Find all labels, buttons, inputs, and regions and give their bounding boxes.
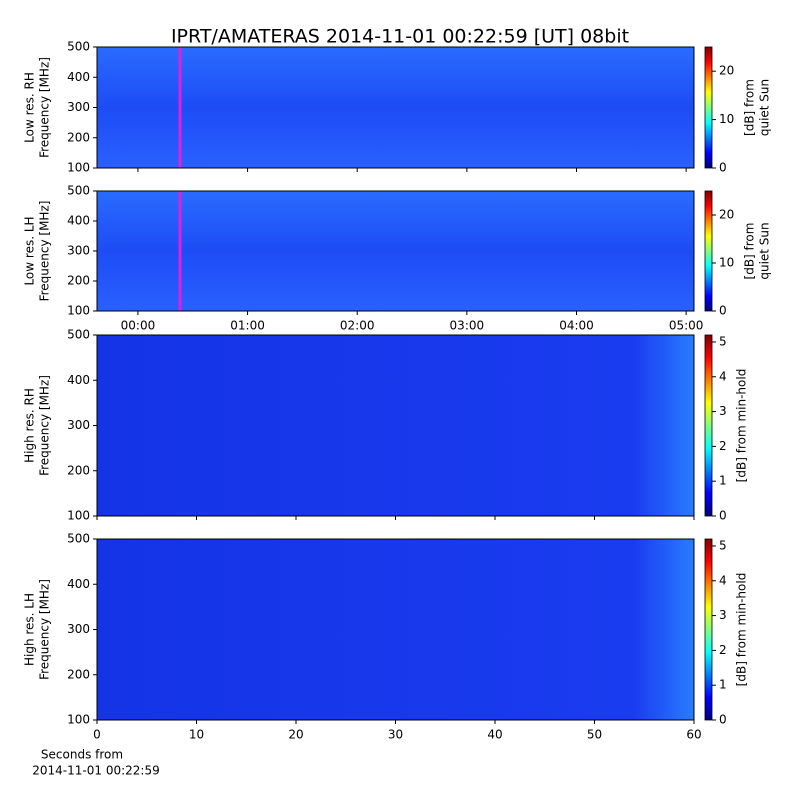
y-tick-label: 200 (67, 274, 90, 288)
colorbar-tick-label: 0 (719, 713, 727, 727)
y-tick-label: 300 (67, 622, 90, 636)
colorbar-tick-label: 3 (719, 608, 727, 622)
colorbar (704, 46, 713, 169)
spectrogram-image (97, 191, 694, 311)
x-axis-label: 2014-11-01 00:22:59 (32, 764, 159, 778)
x-tick-label: 20 (288, 728, 303, 742)
colorbar-tick-label: 2 (719, 439, 727, 453)
y-axis-label: High res. RH (23, 388, 37, 463)
y-axis-label: Frequency [MHz] (38, 201, 52, 302)
y-axis-label: Low res. LH (23, 216, 37, 285)
x-tick-label: 02:00 (340, 319, 375, 333)
figure-title: IPRT/AMATERAS 2014-11-01 00:22:59 [UT] 0… (171, 26, 629, 48)
y-tick-label: 400 (67, 577, 90, 591)
colorbar-tick-label: 0 (719, 304, 727, 318)
y-tick-label: 100 (67, 161, 90, 175)
y-tick-label: 500 (67, 532, 90, 546)
x-tick-label: 60 (686, 728, 701, 742)
y-tick-label: 500 (67, 184, 90, 198)
colorbar-label: [dB] from min-hold (735, 573, 749, 687)
y-axis-label: Frequency [MHz] (38, 375, 52, 476)
colorbar (704, 190, 713, 312)
colorbar-tick-label: 1 (719, 678, 727, 692)
y-tick-label: 100 (67, 713, 90, 727)
y-tick-label: 400 (67, 373, 90, 387)
colorbar-tick-label: 10 (719, 112, 734, 126)
y-tick-label: 200 (67, 130, 90, 144)
colorbar (704, 538, 713, 721)
y-tick-label: 100 (67, 304, 90, 318)
y-tick-label: 100 (67, 509, 90, 523)
colorbar-label: quiet Sun (758, 222, 772, 279)
x-tick-label: 50 (587, 728, 602, 742)
x-axis-label: Seconds from (41, 748, 123, 762)
colorbar-tick-label: 5 (719, 538, 727, 552)
y-tick-label: 300 (67, 100, 90, 114)
colorbar-tick-label: 4 (719, 369, 727, 383)
y-axis-label: Frequency [MHz] (38, 57, 52, 158)
y-tick-label: 400 (67, 214, 90, 228)
y-tick-label: 400 (67, 70, 90, 84)
x-tick-label: 04:00 (559, 319, 594, 333)
y-tick-label: 300 (67, 418, 90, 432)
colorbar-tick-label: 0 (719, 509, 727, 523)
spectrogram-image (97, 335, 694, 516)
y-axis-label: Low res. RH (23, 72, 37, 143)
colorbar-label: [dB] from min-hold (735, 369, 749, 483)
y-axis-label: Frequency [MHz] (38, 579, 52, 680)
x-tick-label: 05:00 (669, 319, 704, 333)
colorbar (704, 334, 713, 517)
colorbar-tick-label: 0 (719, 161, 727, 175)
spectrogram-image (97, 47, 694, 168)
y-tick-label: 500 (67, 328, 90, 342)
y-tick-label: 300 (67, 244, 90, 258)
spectrogram-image (97, 539, 694, 720)
colorbar-tick-label: 20 (719, 64, 734, 78)
colorbar-label: [dB] from (743, 79, 757, 136)
y-tick-label: 200 (67, 667, 90, 681)
x-tick-label: 30 (388, 728, 403, 742)
colorbar-tick-label: 5 (719, 334, 727, 348)
x-tick-label: 0 (93, 728, 101, 742)
colorbar-tick-label: 10 (719, 256, 734, 270)
colorbar-tick-label: 20 (719, 208, 734, 222)
y-axis-label: High res. LH (23, 593, 37, 666)
colorbar-tick-label: 2 (719, 643, 727, 657)
colorbar-tick-label: 3 (719, 404, 727, 418)
x-tick-label: 03:00 (450, 319, 485, 333)
colorbar-tick-label: 1 (719, 474, 727, 488)
colorbar-tick-label: 4 (719, 573, 727, 587)
y-tick-label: 200 (67, 463, 90, 477)
x-tick-label: 01:00 (230, 319, 265, 333)
colorbar-label: [dB] from (743, 223, 757, 280)
y-tick-label: 500 (67, 40, 90, 54)
x-tick-label: 40 (487, 728, 502, 742)
colorbar-label: quiet Sun (758, 79, 772, 136)
x-tick-label: 00:00 (121, 319, 156, 333)
x-tick-label: 10 (189, 728, 204, 742)
